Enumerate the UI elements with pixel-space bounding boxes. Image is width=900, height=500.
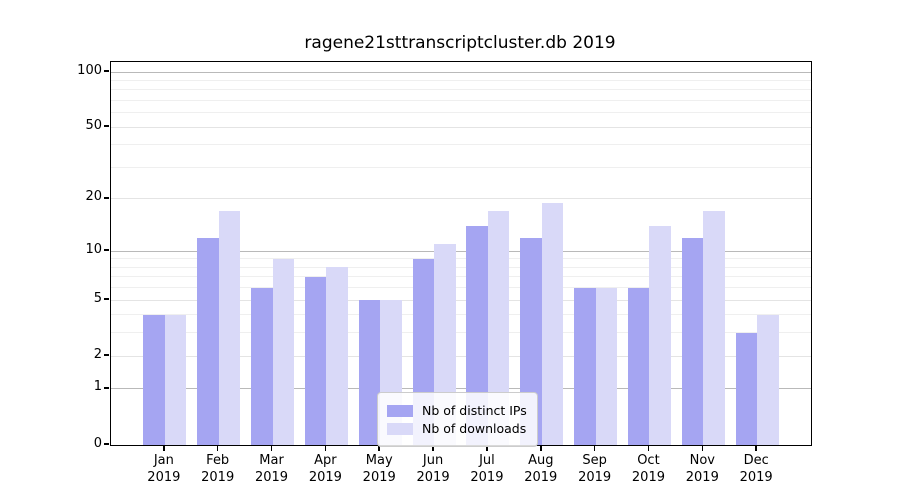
bar-ips-oct [627, 287, 650, 445]
gridline-40 [111, 144, 811, 146]
x-tick-mark-sep [593, 446, 596, 451]
x-tick-label-feb: Feb 2019 [201, 453, 235, 485]
y-tick-label-5: 5 [93, 290, 102, 306]
gridline-2 [111, 355, 811, 357]
y-tick-mark-50 [104, 125, 109, 127]
x-tick-mark-jan [163, 446, 165, 451]
x-tick-label-dec: Dec 2019 [739, 453, 773, 485]
x-tick-label-oct: Oct 2019 [631, 453, 665, 485]
x-tick-label-jun: Jun 2019 [416, 453, 450, 485]
bar-downloads-dec [757, 314, 779, 445]
y-tick-mark-1 [104, 387, 109, 389]
bar-downloads-nov [703, 211, 725, 445]
y-tick-label-10: 10 [85, 241, 102, 257]
bar-downloads-sep [595, 287, 618, 445]
x-tick-label-aug: Aug 2019 [524, 453, 558, 485]
bar-ips-may [358, 300, 381, 445]
y-tick-mark-0 [104, 443, 109, 445]
gridline-4 [111, 314, 811, 316]
gridline-9 [111, 258, 811, 260]
legend: Nb of distinct IPs Nb of downloads [377, 392, 538, 447]
gridline-70 [111, 99, 811, 101]
bar-ips-apr [304, 276, 327, 445]
gridline-100 [111, 71, 811, 73]
bar-downloads-apr [326, 267, 348, 445]
x-tick-label-nov: Nov 2019 [685, 453, 719, 485]
legend-label-distinct-ips: Nb of distinct IPs [422, 403, 527, 418]
gridline-8 [111, 266, 811, 268]
bar-ips-jan [143, 314, 165, 445]
bar-ips-sep [574, 287, 596, 445]
bar-downloads-jan [164, 314, 187, 445]
legend-swatch-downloads [387, 422, 413, 435]
bar-ips-feb [197, 237, 219, 445]
gridline-80 [111, 89, 811, 91]
y-tick-mark-20 [104, 197, 109, 199]
legend-swatch-distinct-ips [387, 404, 413, 417]
x-tick-mark-oct [647, 446, 650, 451]
x-tick-mark-jul [486, 446, 488, 451]
y-tick-mark-100 [104, 70, 109, 72]
x-tick-label-apr: Apr 2019 [308, 453, 342, 485]
y-tick-label-50: 50 [85, 117, 102, 133]
y-tick-label-20: 20 [85, 189, 102, 205]
bar-ips-jul [466, 226, 488, 445]
y-tick-label-100: 100 [77, 62, 102, 78]
gridline-3 [111, 332, 811, 334]
plot-area [110, 61, 812, 446]
bar-ips-mar [251, 287, 273, 445]
y-tick-label-1: 1 [93, 379, 102, 395]
x-tick-mark-aug [540, 446, 542, 451]
x-tick-label-jul: Jul 2019 [470, 453, 504, 485]
chart-title: ragene21sttranscriptcluster.db 2019 [304, 33, 616, 53]
gridline-50 [111, 126, 811, 128]
x-tick-mark-may [378, 446, 380, 451]
gridline-6 [111, 287, 811, 289]
x-tick-mark-nov [701, 446, 704, 451]
bar-downloads-oct [649, 226, 671, 445]
gridline-7 [111, 276, 811, 278]
x-tick-mark-dec [755, 446, 757, 451]
y-tick-mark-10 [104, 249, 109, 251]
x-tick-label-sep: Sep 2019 [578, 453, 612, 485]
gridline-90 [111, 79, 811, 81]
bar-ips-nov [681, 237, 704, 445]
gridline-5 [111, 299, 811, 301]
x-tick-label-mar: Mar 2019 [254, 453, 289, 485]
x-tick-mark-mar [270, 446, 273, 451]
y-tick-label-2: 2 [93, 346, 102, 362]
x-tick-label-jan: Jan 2019 [147, 453, 181, 485]
x-tick-mark-feb [216, 446, 219, 451]
y-tick-mark-5 [104, 298, 109, 300]
legend-label-downloads: Nb of downloads [422, 421, 527, 436]
bar-downloads-jul [487, 211, 510, 445]
gridline-60 [111, 112, 811, 114]
gridline-30 [111, 166, 811, 168]
bar-ips-dec [735, 332, 758, 445]
x-tick-mark-jun [432, 446, 434, 451]
legend-item-distinct-ips: Nb of distinct IPs [387, 403, 527, 418]
gridline-1 [111, 388, 811, 390]
y-tick-mark-2 [104, 354, 109, 356]
gridline-20 [111, 198, 811, 200]
gridline-10 [111, 250, 811, 252]
legend-item-downloads: Nb of downloads [387, 421, 527, 436]
x-tick-label-may: May 2019 [362, 453, 396, 485]
x-tick-mark-apr [324, 446, 327, 451]
bar-downloads-aug [541, 202, 564, 445]
bar-downloads-feb [218, 211, 241, 445]
y-tick-label-0: 0 [93, 435, 102, 451]
bar-downloads-mar [272, 258, 295, 445]
